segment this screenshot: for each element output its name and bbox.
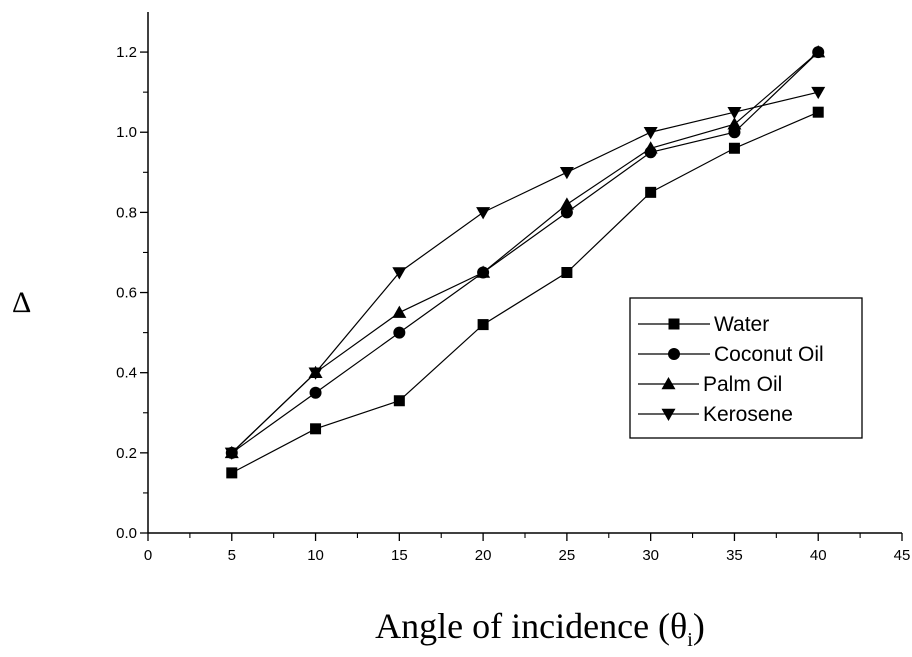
- data-point: [393, 326, 406, 339]
- x-axis-title-close: ): [693, 606, 705, 646]
- data-point: [643, 126, 658, 140]
- axes: 0 5 10 15 20 25 30 35 40 45 0.0 0.2 0.4 0.6 0.8 1.0 1.2: [116, 12, 910, 564]
- data-point: [811, 45, 826, 58]
- data-point: [310, 423, 322, 435]
- data-point: [643, 141, 658, 154]
- legend-marker: [661, 377, 676, 390]
- data-point: [308, 367, 323, 380]
- y-tick-label: 1.0: [116, 124, 137, 141]
- series-line: [231, 51, 819, 454]
- x-tick-label: 35: [726, 547, 743, 564]
- data-point: [224, 447, 239, 460]
- y-axis-title: Δ: [12, 286, 31, 319]
- legend-label: Coconut Oil: [714, 343, 824, 366]
- series-line: [231, 111, 819, 474]
- y-tick-label: 0.6: [116, 285, 137, 302]
- data-point: [393, 395, 405, 407]
- x-tick-label: 25: [559, 547, 576, 564]
- data-point: [309, 386, 322, 399]
- series-kerosene: [224, 86, 826, 460]
- y-tick-label: 0.0: [116, 525, 137, 542]
- data-point: [559, 197, 574, 210]
- x-tick-label: 0: [144, 547, 152, 564]
- x-axis-title: Angle of incidence (θi): [375, 606, 705, 651]
- y-tick-label: 1.2: [116, 44, 137, 61]
- x-axis-title-subscript: i: [687, 629, 693, 651]
- x-tick-label: 30: [642, 547, 659, 564]
- x-tick-label: 45: [894, 547, 911, 564]
- legend-label: Palm Oil: [703, 373, 782, 396]
- y-tick-label: 0.8: [116, 204, 137, 221]
- series-water: [226, 106, 824, 479]
- x-tick-label: 20: [475, 547, 492, 564]
- series-palm-oil: [224, 45, 826, 459]
- legend-marker: [661, 408, 676, 421]
- data-point: [392, 267, 407, 280]
- legend-marker: [668, 348, 680, 360]
- x-tick-label: 10: [307, 547, 324, 564]
- data-point: [728, 142, 740, 154]
- data-point: [811, 86, 826, 100]
- series-line: [231, 91, 819, 454]
- series-layer: [224, 45, 826, 479]
- series-line: [231, 51, 819, 454]
- data-point: [727, 117, 742, 130]
- legend-marker: [668, 318, 680, 330]
- y-tick-label: 0.2: [116, 445, 137, 462]
- x-tick-label: 40: [810, 547, 827, 564]
- data-point: [559, 167, 574, 180]
- data-point: [476, 207, 491, 220]
- legend-label: Water: [714, 313, 769, 336]
- data-point: [727, 106, 742, 120]
- x-tick-label: 5: [228, 547, 236, 564]
- legend-label: Kerosene: [703, 403, 793, 426]
- y-tick-label: 0.4: [116, 365, 137, 382]
- x-tick-label: 15: [391, 547, 408, 564]
- data-point: [561, 267, 573, 278]
- data-point: [392, 305, 407, 318]
- data-point: [645, 186, 657, 198]
- legend: Water Coconut Oil Palm Oil Kerosene: [629, 297, 863, 439]
- data-point: [226, 467, 238, 479]
- x-axis-title-main: Angle of incidence (θ: [375, 606, 687, 646]
- data-point: [476, 265, 491, 278]
- data-point: [477, 319, 489, 331]
- data-point: [812, 106, 824, 118]
